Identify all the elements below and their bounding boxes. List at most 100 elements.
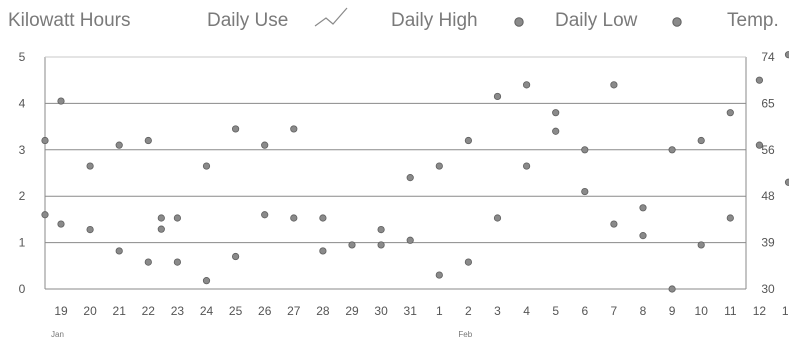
x-tick-label: 31 (404, 304, 418, 318)
data-point (173, 258, 181, 266)
data-point (377, 226, 385, 234)
legend-daily-use-label: Daily Use (207, 10, 289, 31)
data-point (57, 97, 65, 105)
y-right-tick-label: 65 (761, 96, 775, 110)
x-tick-label: 27 (287, 304, 301, 318)
data-point (610, 220, 618, 228)
data-point (639, 232, 647, 240)
x-tick-label: 4 (523, 304, 530, 318)
data-point (86, 226, 94, 234)
y-left-tick-label: 3 (19, 143, 26, 157)
data-point (377, 241, 385, 249)
y-left-tick-label: 4 (19, 96, 26, 110)
x-tick-label: 19 (54, 304, 68, 318)
data-point (697, 136, 705, 145)
data-point (144, 136, 152, 145)
chart-header: Kilowatt Hours Daily Use Daily High Dail… (0, 0, 789, 40)
data-point (144, 258, 152, 266)
data-point (115, 247, 123, 255)
data-point (115, 141, 123, 149)
data-point (755, 141, 764, 149)
data-point (464, 136, 472, 145)
data-point (668, 285, 676, 293)
month-label: Feb (458, 330, 472, 339)
data-point (232, 252, 240, 261)
data-point (522, 81, 531, 89)
data-point (290, 125, 298, 133)
data-point (232, 125, 240, 133)
data-point (319, 214, 327, 222)
data-point (202, 277, 211, 285)
x-tick-label: 9 (669, 304, 676, 318)
x-tick-label: 23 (171, 304, 185, 318)
data-point (406, 174, 414, 182)
x-tick-label: 1 (436, 304, 443, 318)
data-point (639, 204, 647, 212)
data-point (610, 81, 618, 89)
data-point (435, 162, 443, 170)
data-point (668, 146, 676, 154)
x-tick-label: 8 (640, 304, 647, 318)
y-right-tick-label: 48 (761, 189, 775, 203)
x-tick-label: 2 (465, 304, 472, 318)
daily-use-line-icon (314, 7, 348, 27)
data-point (41, 211, 49, 219)
data-point (697, 241, 705, 249)
x-tick-label: 6 (581, 304, 588, 318)
x-tick-label: 29 (345, 304, 359, 318)
data-point (86, 162, 94, 170)
x-tick-label: 25 (229, 304, 243, 318)
data-point (726, 109, 734, 117)
data-point (57, 220, 65, 228)
data-point (435, 271, 443, 279)
data-point (581, 146, 589, 154)
data-point (348, 241, 356, 249)
data-point (755, 76, 764, 84)
legend-daily-high-label: Daily High (391, 10, 478, 31)
data-point (157, 225, 165, 233)
data-point (726, 214, 734, 222)
daily-high-marker-icon (514, 17, 524, 27)
x-tick-label: 5 (552, 304, 559, 318)
x-tick-label: 20 (83, 304, 97, 318)
data-point (552, 109, 560, 117)
data-point (157, 214, 165, 222)
x-tick-label: 12 (753, 304, 767, 318)
data-point (581, 187, 589, 196)
month-label: Jan (51, 330, 64, 339)
x-tick-label: 22 (142, 304, 156, 318)
x-tick-label: 3 (494, 304, 501, 318)
data-point (261, 211, 269, 219)
x-tick-label: 21 (113, 304, 127, 318)
legend-daily-low-label: Daily Low (555, 10, 638, 31)
y-left-tick-label: 1 (19, 236, 26, 250)
x-tick-label: 30 (374, 304, 388, 318)
daily-low-marker-icon (672, 17, 682, 27)
data-point (784, 51, 789, 59)
x-tick-label: 11 (724, 304, 737, 318)
y-right-tick-label: 56 (761, 143, 775, 157)
data-point (493, 214, 502, 222)
x-tick-label: 10 (695, 304, 709, 318)
x-tick-label: 13 (782, 304, 789, 318)
data-point (319, 247, 327, 255)
data-point (261, 141, 269, 149)
data-point (522, 162, 531, 170)
y-right-tick-label: 74 (761, 50, 775, 64)
data-point (173, 214, 181, 222)
y-left-tick-label: 0 (19, 282, 26, 296)
x-tick-label: 7 (611, 304, 618, 318)
y-right-tick-label: 39 (761, 236, 775, 250)
data-point (784, 178, 789, 186)
y-left-tick-label: 2 (19, 189, 26, 203)
data-point (493, 92, 502, 101)
data-point (406, 236, 414, 244)
data-point (202, 162, 211, 170)
data-point (41, 136, 49, 145)
data-point (552, 127, 560, 135)
y-left-tick-label: 5 (19, 50, 26, 64)
data-point (290, 214, 298, 222)
x-tick-label: 24 (200, 304, 214, 318)
right-axis-title: Temp. (727, 10, 779, 31)
